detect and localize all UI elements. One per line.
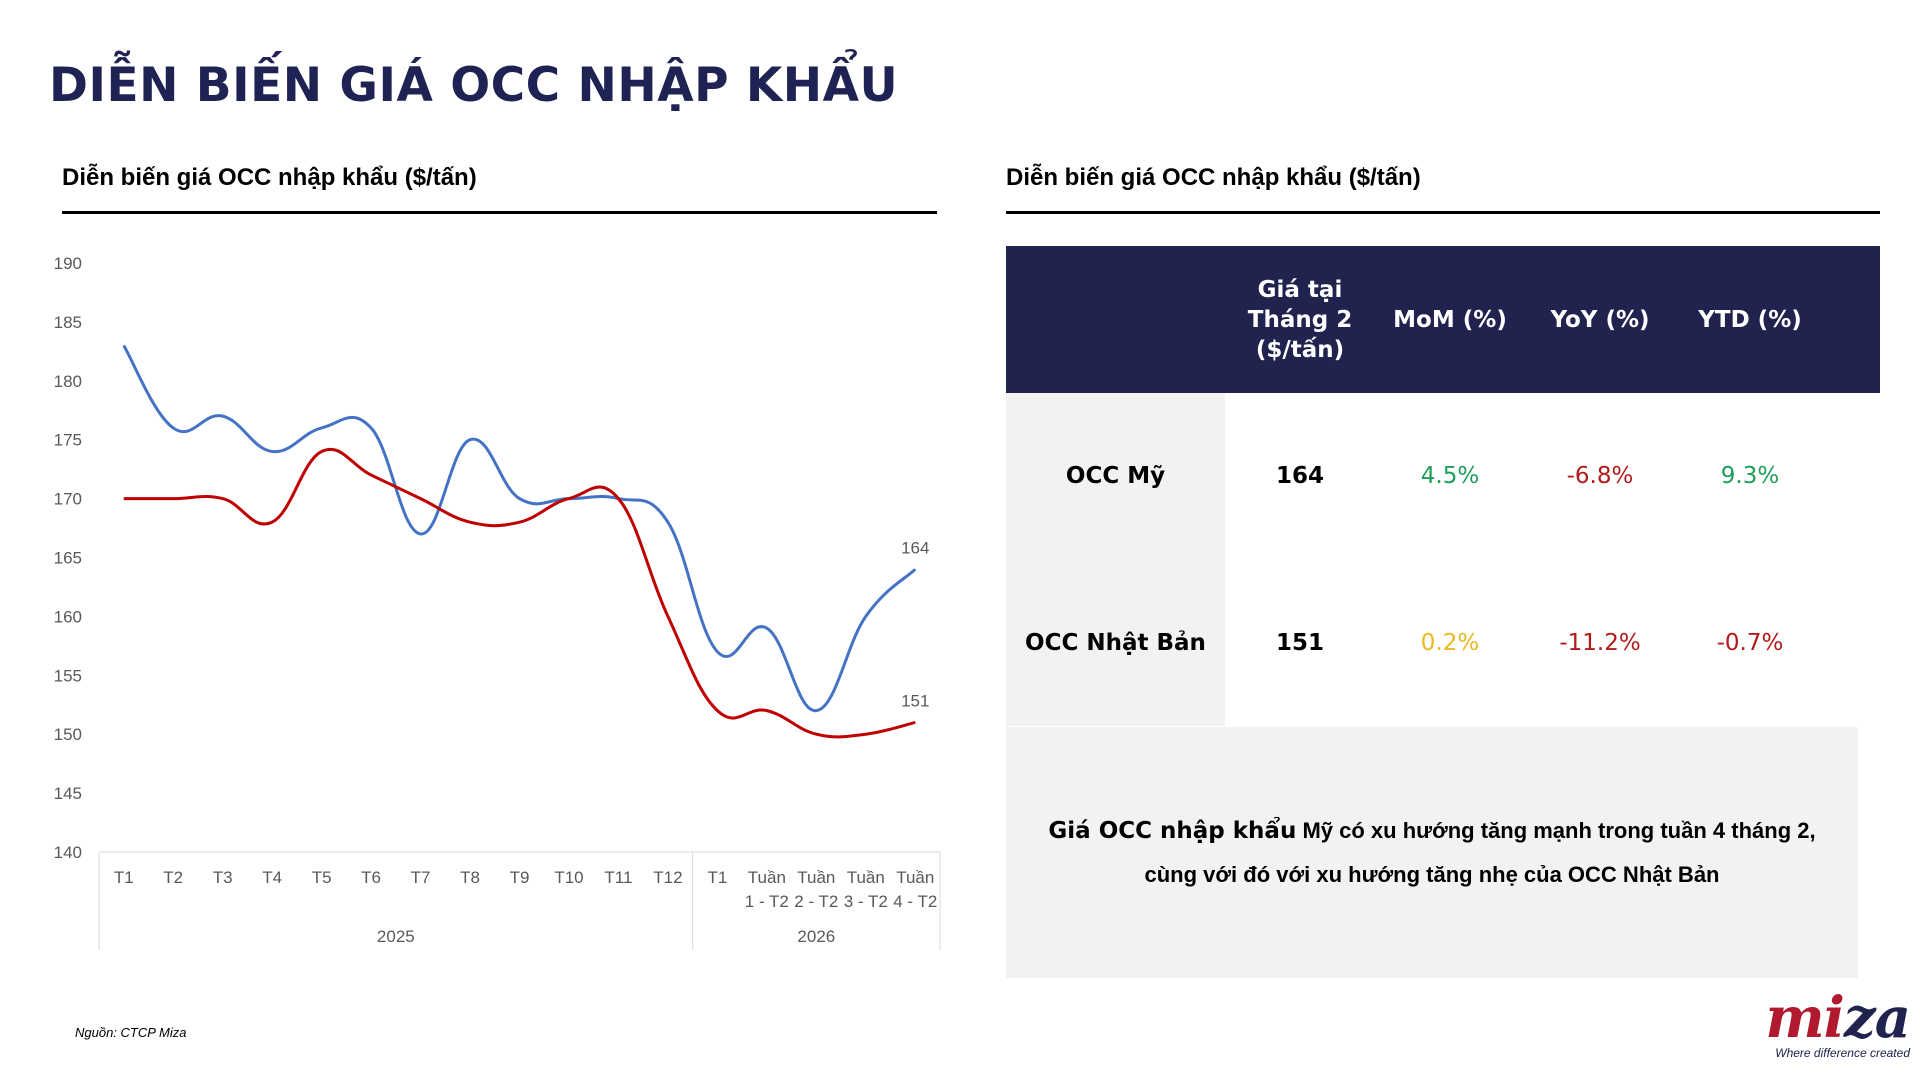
header-yoy: YoY (%) bbox=[1550, 306, 1650, 333]
x-tick-label: T6 bbox=[361, 868, 381, 887]
price-table: Giá tại Tháng 2 ($/tấn) MoM (%) YoY (%) … bbox=[1006, 246, 1880, 726]
chart-panel-title: Diễn biến giá OCC nhập khẩu ($/tấn) bbox=[62, 164, 477, 191]
price-us: 164 bbox=[1275, 463, 1324, 489]
x-tick-label: T9 bbox=[510, 868, 530, 887]
series-end-label: 151 bbox=[901, 691, 929, 710]
x-tick-label: Tuần bbox=[797, 868, 835, 887]
header-mom: MoM (%) bbox=[1393, 306, 1507, 333]
y-tick-label: 160 bbox=[54, 607, 82, 626]
x-group-label: 2025 bbox=[377, 927, 415, 946]
x-tick-label-line2: 3 - T2 bbox=[844, 892, 888, 911]
y-tick-label: 170 bbox=[54, 490, 82, 509]
yoy-japan: -11.2% bbox=[1559, 630, 1641, 656]
x-tick-label: T8 bbox=[460, 868, 480, 887]
y-tick-label: 175 bbox=[54, 431, 82, 450]
y-tick-label: 180 bbox=[54, 372, 82, 391]
x-tick-label: T7 bbox=[411, 868, 431, 887]
price-japan: 151 bbox=[1275, 630, 1324, 656]
x-group-label: 2026 bbox=[797, 927, 835, 946]
commentary-box: Giá OCC nhập khẩu Mỹ có xu hướng tăng mạ… bbox=[1006, 727, 1858, 978]
commentary-body: Mỹ có xu hướng tăng mạnh trong tuần 4 th… bbox=[1144, 817, 1816, 887]
y-tick-label: 145 bbox=[54, 784, 82, 803]
mom-us: 4.5% bbox=[1420, 463, 1480, 489]
x-tick-label: Tuần bbox=[847, 868, 885, 887]
y-tick-label: 150 bbox=[54, 725, 82, 744]
series-line-japan bbox=[123, 447, 916, 739]
y-tick-label: 165 bbox=[54, 549, 82, 568]
x-tick-label: T1 bbox=[707, 868, 727, 887]
x-tick-label: T2 bbox=[163, 868, 183, 887]
series-line-us bbox=[122, 344, 917, 713]
x-tick-label: T4 bbox=[262, 868, 282, 887]
table-panel-divider bbox=[1006, 211, 1880, 214]
mom-japan: 0.2% bbox=[1420, 630, 1480, 656]
x-tick-label-line2: 4 - T2 bbox=[893, 892, 937, 911]
ytd-us: 9.3% bbox=[1720, 463, 1780, 489]
row-label-column bbox=[1006, 393, 1225, 726]
commentary-text: Giá OCC nhập khẩu Mỹ có xu hướng tăng mạ… bbox=[1026, 809, 1838, 897]
row-label-us: OCC Mỹ bbox=[1065, 463, 1166, 489]
x-tick-label: Tuần bbox=[896, 868, 934, 887]
table-header-row: Giá tại Tháng 2 ($/tấn) MoM (%) YoY (%) … bbox=[1006, 246, 1880, 393]
price-line-chart: 140 145 150 155 160 165 170 175 180 185 190 T1 T2 T3 T… bbox=[54, 254, 941, 950]
x-tick-label: T10 bbox=[554, 868, 583, 887]
y-tick-label: 155 bbox=[54, 666, 82, 685]
logo-tagline: Where difference created bbox=[1775, 1046, 1910, 1060]
y-tick-label: 190 bbox=[54, 254, 82, 273]
header-price: Giá tại Tháng 2 ($/tấn) bbox=[1247, 276, 1353, 363]
table-body: OCC Mỹ 164 4.5% -6.8% 9.3% OCC Nhật Bản … bbox=[1006, 393, 1880, 726]
x-tick-label-line2: 2 - T2 bbox=[794, 892, 838, 911]
x-tick-label: Tuần bbox=[748, 868, 786, 887]
header-ytd: YTD (%) bbox=[1698, 306, 1802, 333]
table-panel-title: Diễn biến giá OCC nhập khẩu ($/tấn) bbox=[1006, 164, 1421, 191]
page-title: DIỄN BIẾN GIÁ OCC NHẬP KHẨU bbox=[49, 58, 899, 113]
yoy-us: -6.8% bbox=[1566, 463, 1634, 489]
x-tick-label: T11 bbox=[604, 868, 632, 887]
ytd-japan: -0.7% bbox=[1716, 630, 1784, 656]
y-tick-label: 185 bbox=[54, 313, 82, 332]
x-tick-label: T1 bbox=[114, 868, 134, 887]
x-tick-label: T5 bbox=[312, 868, 332, 887]
logo-wordmark: miza bbox=[1765, 985, 1911, 1051]
x-tick-label-line2: 1 - T2 bbox=[745, 892, 789, 911]
source-note: Nguồn: CTCP Miza bbox=[75, 1025, 187, 1040]
series-end-label: 164 bbox=[901, 538, 929, 557]
miza-logo: miza Where difference created bbox=[1725, 985, 1911, 1060]
x-tick-label: T12 bbox=[653, 868, 682, 887]
chart-panel-divider bbox=[62, 211, 937, 214]
row-label-japan: OCC Nhật Bản bbox=[1025, 630, 1206, 656]
x-tick-label: T3 bbox=[213, 868, 233, 887]
commentary-lead: Giá OCC nhập khẩu bbox=[1048, 817, 1297, 844]
y-tick-label: 140 bbox=[54, 843, 82, 862]
